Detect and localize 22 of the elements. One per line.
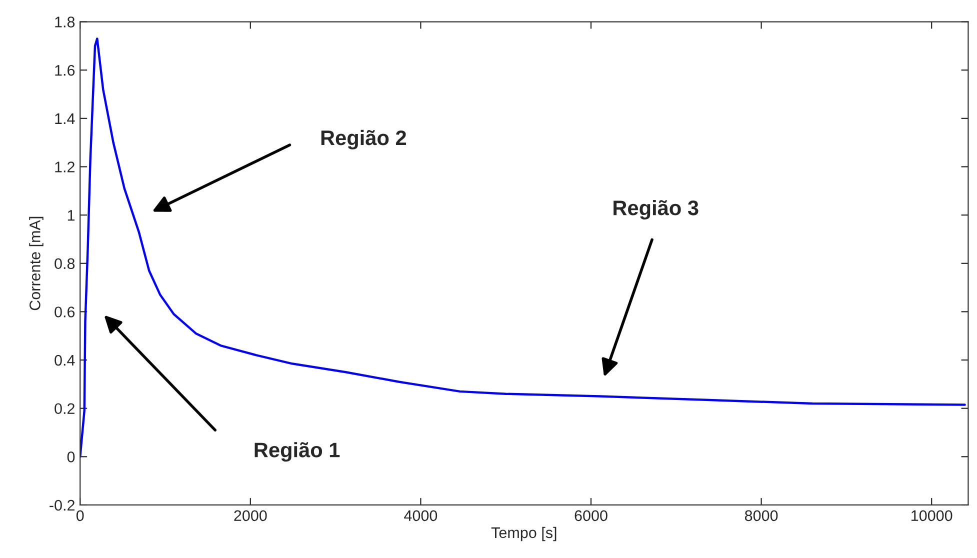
annotation: Região 2 — [321, 130, 406, 150]
y-axis-title: Corrente [mA] — [29, 216, 44, 310]
x-axis-title: Tempo [s] — [491, 526, 556, 542]
annotation: Região 1 — [254, 442, 340, 462]
y-tick-label: 0.8 — [54, 258, 75, 270]
x-tick-label: 4000 — [404, 510, 438, 522]
x-tick-label: 10000 — [912, 510, 952, 522]
annotation: Região 3 — [614, 200, 698, 220]
y-tick-label: 0.6 — [54, 306, 75, 318]
y-tick-label: 1.4 — [55, 113, 75, 124]
y-tick-label: 0 — [67, 452, 75, 462]
y-tick-label: 1.8 — [55, 16, 75, 28]
y-tick-label: 1.6 — [55, 64, 75, 76]
y-tick-label: 1 — [68, 210, 75, 221]
x-tick-label: 0 — [76, 510, 84, 522]
y-tick-label: -0.2 — [50, 500, 74, 511]
y-tick-label: 0.4 — [54, 354, 75, 366]
x-tick-label: 2000 — [234, 510, 267, 522]
y-tick-label: 0.2 — [54, 403, 74, 414]
x-tick-label: 6000 — [574, 510, 608, 522]
x-tick-label: 8000 — [744, 510, 778, 522]
y-tick-label: 1.2 — [55, 162, 74, 172]
